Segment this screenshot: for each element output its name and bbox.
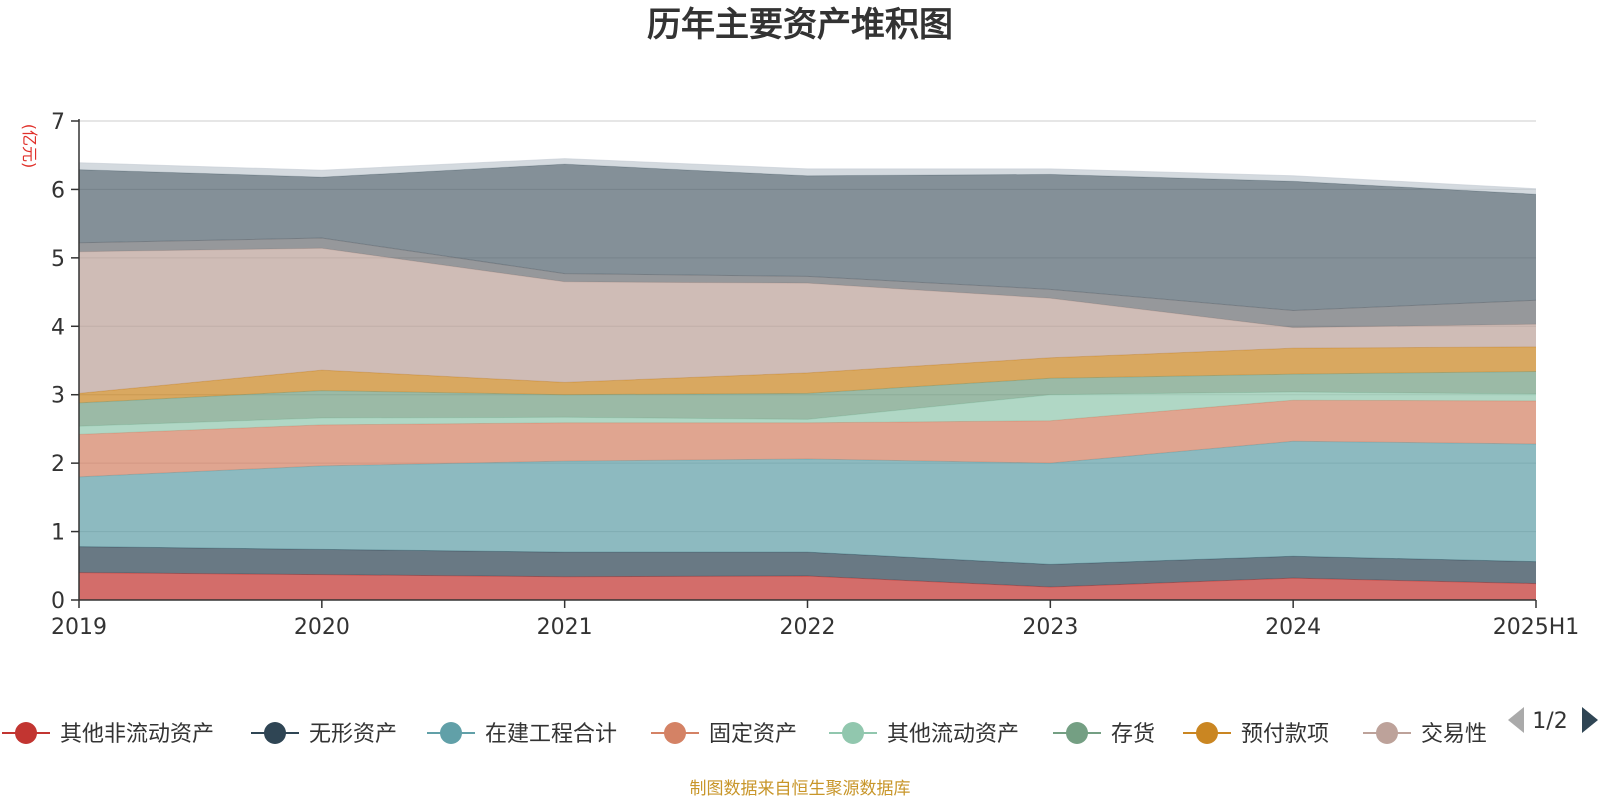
y-tick-label: 5 — [51, 247, 65, 272]
x-tick-label: 2019 — [51, 615, 107, 640]
legend-marker-icon — [664, 722, 686, 744]
y-tick-label: 7 — [51, 110, 65, 135]
legend-item[interactable]: 存货 — [1053, 722, 1155, 747]
area-4[interactable] — [79, 400, 1536, 477]
legend-pager: 1/2 — [1508, 707, 1598, 734]
legend-marker-icon — [1196, 722, 1218, 744]
legend-label: 其他流动资产 — [887, 722, 1019, 747]
area-6[interactable] — [79, 371, 1536, 427]
area-11[interactable] — [79, 158, 1536, 195]
y-tick-label: 0 — [51, 589, 65, 614]
legend-marker-icon — [440, 722, 462, 744]
area-2[interactable] — [79, 546, 1536, 587]
x-tick-label: 2021 — [537, 615, 593, 640]
legend-item[interactable]: 在建工程合计 — [427, 722, 617, 747]
legend-next-icon[interactable] — [1582, 707, 1598, 733]
y-tick-label: 6 — [51, 178, 65, 203]
y-axis-ticks: 0 1 2 3 4 5 6 7 — [51, 110, 79, 614]
source-note: 制图数据来自恒生聚源数据库 — [690, 779, 911, 799]
legend-item[interactable]: 交易性 — [1363, 722, 1487, 747]
area-1[interactable] — [79, 572, 1536, 600]
area-3[interactable] — [79, 441, 1536, 565]
legend-marker-icon — [842, 722, 864, 744]
chart-title: 历年主要资产堆积图 — [647, 5, 953, 45]
area-7[interactable] — [79, 346, 1536, 403]
y-tick-label: 3 — [51, 384, 65, 409]
legend-marker-icon — [1376, 722, 1398, 744]
y-axis-unit-label: (亿元) — [20, 124, 39, 169]
y-tick-label: 1 — [51, 521, 65, 546]
legend-label: 在建工程合计 — [485, 722, 617, 747]
legend-item[interactable]: 预付款项 — [1183, 722, 1329, 747]
legend-marker-icon — [1066, 722, 1088, 744]
legend-label: 无形资产 — [309, 722, 397, 747]
x-tick-label: 2020 — [294, 615, 350, 640]
legend: 其他非流动资产 无形资产 在建工程合计 固定资产 其他流动资产 存货 预付款项 交易性 — [2, 722, 1487, 747]
legend-marker-icon — [15, 722, 37, 744]
area-5[interactable] — [79, 391, 1536, 435]
area-10[interactable] — [79, 164, 1536, 311]
area-line-11 — [78, 158, 1537, 190]
legend-label: 固定资产 — [709, 722, 797, 747]
legend-label: 其他非流动资产 — [60, 722, 214, 747]
legend-item[interactable]: 无形资产 — [251, 722, 397, 747]
legend-prev-icon[interactable] — [1508, 707, 1524, 733]
legend-label: 存货 — [1111, 722, 1155, 747]
x-tick-label: 2024 — [1265, 615, 1321, 640]
area-9[interactable] — [79, 238, 1536, 328]
x-tick-label: 2023 — [1022, 615, 1078, 640]
x-tick-label: 2022 — [780, 615, 836, 640]
x-axis-ticks: 2019 2020 2021 2022 2023 2024 2025H1 — [51, 600, 1579, 640]
legend-label: 预付款项 — [1241, 722, 1329, 747]
legend-label: 交易性 — [1421, 722, 1487, 747]
area-8[interactable] — [79, 248, 1536, 394]
legend-item[interactable]: 固定资产 — [651, 722, 797, 747]
legend-item[interactable]: 其他流动资产 — [829, 722, 1019, 747]
legend-item[interactable]: 其他非流动资产 — [2, 722, 214, 747]
area-series — [78, 158, 1537, 600]
legend-page-indicator: 1/2 — [1532, 709, 1567, 734]
x-tick-label: 2025H1 — [1493, 615, 1580, 640]
legend-marker-icon — [264, 722, 286, 744]
y-tick-label: 4 — [51, 315, 65, 340]
y-tick-label: 2 — [51, 452, 65, 477]
area-line-6 — [78, 370, 1537, 404]
